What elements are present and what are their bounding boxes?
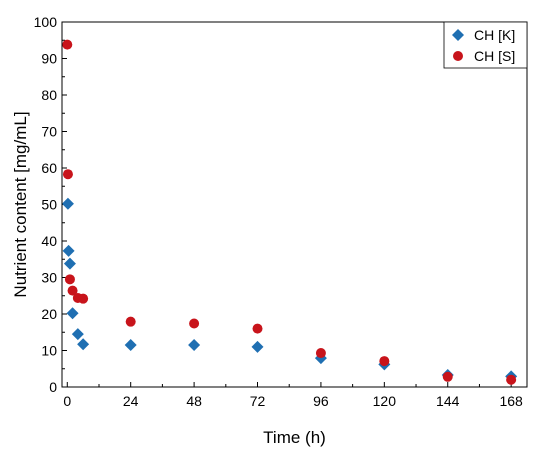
data-point: [251, 340, 264, 353]
x-axis-title: Time (h): [263, 428, 326, 447]
series-group: [62, 39, 517, 385]
x-tick-label: 72: [250, 393, 266, 409]
data-point: [379, 356, 390, 367]
y-tick-label: 80: [41, 87, 57, 103]
x-tick-label: 168: [499, 393, 523, 409]
y-tick-label: 0: [49, 379, 57, 395]
plot-frame: [61, 21, 528, 388]
data-point: [64, 274, 75, 285]
data-point: [61, 197, 74, 210]
legend-label: CH [K]: [474, 27, 515, 43]
series-group: [61, 197, 518, 383]
y-tick-label: 60: [41, 160, 57, 176]
y-tick-label: 70: [41, 124, 57, 140]
legend-label: CH [S]: [474, 48, 515, 64]
data-point: [125, 316, 136, 327]
x-tick-label: 48: [186, 393, 202, 409]
y-tick-label: 40: [41, 233, 57, 249]
data-point: [67, 285, 78, 296]
legend-marker: [453, 51, 463, 61]
y-tick-label: 10: [41, 343, 57, 359]
data-point: [71, 328, 84, 341]
data-point: [63, 257, 76, 270]
legend: CH [K] CH [S]: [443, 21, 528, 69]
y-tick-label: 20: [41, 306, 57, 322]
data-point: [188, 339, 201, 352]
data-point: [62, 244, 75, 257]
data-point: [62, 169, 73, 180]
x-tick-label: 96: [313, 393, 329, 409]
data-point: [66, 307, 79, 320]
x-tick-label: 144: [436, 393, 460, 409]
x-tick-label: 0: [63, 393, 71, 409]
y-tick-label: 30: [41, 270, 57, 286]
data-point: [62, 39, 73, 50]
data-points: [61, 39, 518, 385]
x-axis-ticks: 0 24 48 72 96 120 144 168: [63, 382, 523, 409]
y-axis-title: Nutrient content [mg/mL]: [11, 111, 30, 297]
data-point: [77, 338, 90, 351]
data-point: [78, 293, 89, 304]
x-tick-label: 24: [123, 393, 139, 409]
y-tick-label: 100: [34, 14, 58, 30]
legend-marker: [452, 29, 464, 41]
data-point: [252, 323, 263, 334]
data-point: [506, 374, 517, 385]
data-point: [189, 318, 200, 329]
x-tick-label: 120: [373, 393, 397, 409]
y-tick-label: 50: [41, 197, 57, 213]
data-point: [315, 348, 326, 359]
data-point: [124, 339, 137, 352]
data-point: [442, 371, 453, 382]
y-axis-ticks: 0 10 20 30 40 50 60 70 80 90 100: [34, 14, 67, 395]
y-tick-label: 90: [41, 51, 57, 67]
